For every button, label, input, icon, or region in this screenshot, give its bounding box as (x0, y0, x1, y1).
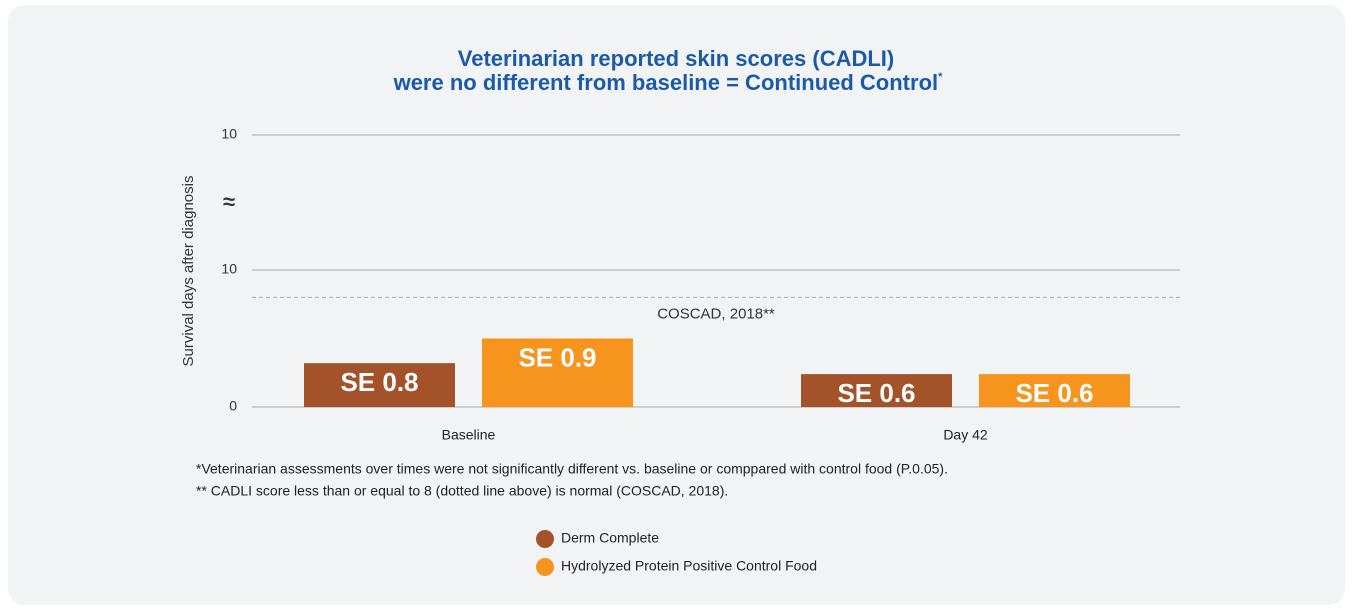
legend-label: Hydrolyzed Protein Positive Control Food (561, 558, 817, 574)
bar-label: SE 0.9 (518, 342, 596, 372)
title-mark: * (938, 71, 943, 83)
bar (482, 338, 633, 407)
y-tick-label: 10 (221, 261, 237, 277)
legend-label: Derm Complete (561, 530, 659, 546)
bar-label: SE 0.8 (340, 367, 418, 397)
card (8, 5, 1345, 605)
chart-title: Veterinarian reported skin scores (CADLI… (458, 46, 894, 71)
bar-label: SE 0.6 (1015, 378, 1093, 408)
bar (979, 374, 1130, 407)
legend-swatch (536, 558, 554, 576)
y-tick-label: 0 (229, 398, 237, 414)
bar (801, 374, 952, 407)
legend-swatch (536, 530, 554, 548)
bar-label: SE 0.6 (837, 378, 915, 408)
footnote: ** CADLI score less than or equal to 8 (… (196, 483, 728, 499)
reference-label: COSCAD, 2018** (657, 305, 775, 322)
x-tick-label: Day 42 (943, 427, 988, 443)
y-axis-label: Survival days after diagnosis (180, 176, 197, 367)
x-tick-label: Baseline (442, 427, 496, 443)
bar (304, 363, 455, 407)
axis-break: ≈ (223, 189, 235, 214)
footnote: *Veterinarian assessments over times wer… (196, 461, 948, 477)
y-tick-label: 10 (221, 126, 237, 142)
chart-title-line: were no different from baseline = Contin… (393, 70, 939, 95)
chart-title: were no different from baseline = Contin… (393, 70, 944, 95)
